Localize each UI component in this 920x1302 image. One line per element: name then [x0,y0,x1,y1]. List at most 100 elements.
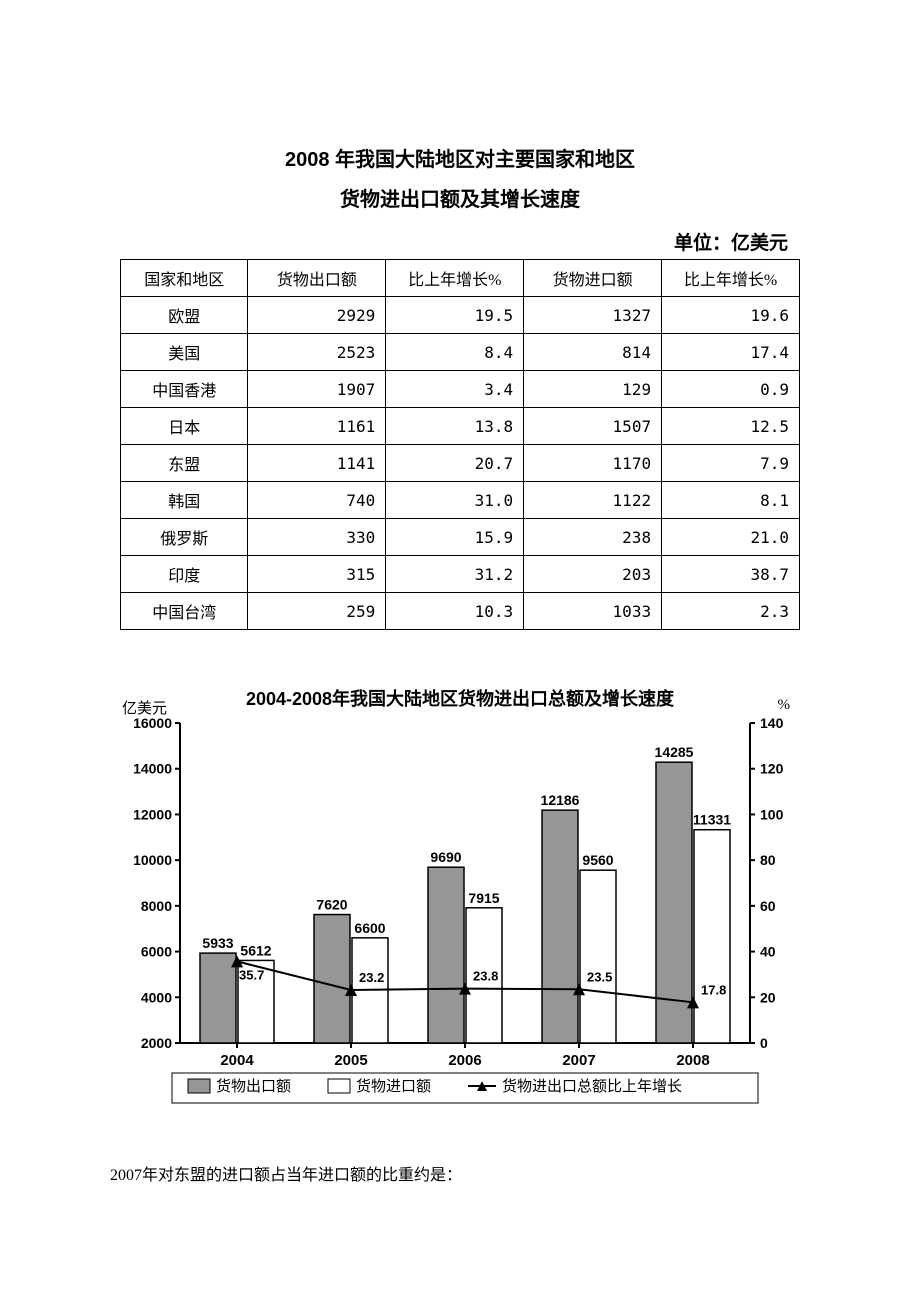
cell-value: 20.7 [386,445,524,482]
table-row: 印度31531.220338.7 [121,556,800,593]
table-row: 美国25238.481417.4 [121,334,800,371]
cell-value: 315 [248,556,386,593]
svg-text:货物进出口总额比上年增长: 货物进出口总额比上年增长 [502,1078,682,1095]
cell-region: 中国香港 [121,371,248,408]
col-import-growth: 比上年增长% [662,260,800,297]
table-row: 韩国74031.011228.1 [121,482,800,519]
chart-container: 亿美元 2004-2008年我国大陆地区货物进出口总额及增长速度 % 2000 4… [110,685,810,1133]
table-row: 日本116113.8150712.5 [121,408,800,445]
svg-text:10000: 10000 [133,852,172,868]
table-row: 中国香港19073.41290.9 [121,371,800,408]
cell-value: 330 [248,519,386,556]
cell-value: 19.6 [662,297,800,334]
svg-text:6000: 6000 [141,944,172,960]
chart-left-unit: 亿美元 [122,697,167,718]
cell-value: 2.3 [662,593,800,630]
svg-text:40: 40 [760,944,776,960]
svg-text:23.5: 23.5 [587,969,612,984]
cell-value: 1327 [524,297,662,334]
cell-value: 1033 [524,593,662,630]
svg-text:12000: 12000 [133,806,172,822]
cell-value: 10.3 [386,593,524,630]
cell-value: 17.4 [662,334,800,371]
cell-region: 日本 [121,408,248,445]
svg-text:14000: 14000 [133,761,172,777]
svg-text:货物进口额: 货物进口额 [356,1078,431,1095]
svg-text:23.2: 23.2 [359,970,384,985]
svg-text:11331: 11331 [693,812,731,828]
cell-value: 2929 [248,297,386,334]
svg-text:8000: 8000 [141,898,172,914]
cell-value: 12.5 [662,408,800,445]
document-title: 2008 年我国大陆地区对主要国家和地区 货物进出口额及其增长速度 [110,140,810,220]
svg-text:9690: 9690 [430,849,461,865]
cell-value: 31.2 [386,556,524,593]
combo-chart: 2000400060008000100001200014000160000204… [110,713,810,1133]
cell-value: 740 [248,482,386,519]
svg-text:7915: 7915 [468,890,499,906]
trade-table: 国家和地区 货物出口额 比上年增长% 货物进口额 比上年增长% 欧盟292919… [120,259,800,630]
svg-text:2004: 2004 [220,1052,254,1069]
col-export-growth: 比上年增长% [386,260,524,297]
col-region: 国家和地区 [121,260,248,297]
cell-value: 7.9 [662,445,800,482]
chart-title: 2004-2008年我国大陆地区货物进出口总额及增长速度 [246,689,674,709]
cell-value: 129 [524,371,662,408]
cell-value: 1141 [248,445,386,482]
table-unit: 单位：亿美元 [110,228,788,255]
cell-value: 8.4 [386,334,524,371]
table-row: 欧盟292919.5132719.6 [121,297,800,334]
cell-value: 1161 [248,408,386,445]
cell-value: 0.9 [662,371,800,408]
svg-text:2008: 2008 [676,1052,709,1069]
cell-value: 19.5 [386,297,524,334]
svg-text:35.7: 35.7 [239,967,264,982]
cell-value: 1170 [524,445,662,482]
chart-right-unit: % [778,697,791,714]
svg-text:2000: 2000 [141,1035,172,1051]
cell-value: 31.0 [386,482,524,519]
svg-text:140: 140 [760,715,784,731]
svg-text:9560: 9560 [582,852,613,868]
svg-text:货物出口额: 货物出口额 [216,1078,291,1095]
svg-text:20: 20 [760,989,776,1005]
cell-value: 259 [248,593,386,630]
cell-region: 中国台湾 [121,593,248,630]
svg-text:4000: 4000 [141,989,172,1005]
col-import: 货物进口额 [524,260,662,297]
svg-text:120: 120 [760,761,784,777]
cell-value: 15.9 [386,519,524,556]
table-row: 中国台湾25910.310332.3 [121,593,800,630]
svg-text:17.8: 17.8 [701,982,726,997]
svg-text:5933: 5933 [202,935,233,951]
cell-region: 俄罗斯 [121,519,248,556]
cell-value: 1907 [248,371,386,408]
svg-text:2005: 2005 [334,1052,367,1069]
title-line-1: 2008 年我国大陆地区对主要国家和地区 [110,140,810,180]
cell-value: 21.0 [662,519,800,556]
cell-value: 1507 [524,408,662,445]
svg-text:5612: 5612 [240,942,271,958]
table-header-row: 国家和地区 货物出口额 比上年增长% 货物进口额 比上年增长% [121,260,800,297]
cell-region: 韩国 [121,482,248,519]
cell-region: 欧盟 [121,297,248,334]
table-row: 东盟114120.711707.9 [121,445,800,482]
question-text: 2007年对东盟的进口额占当年进口额的比重约是： [110,1161,810,1185]
cell-value: 2523 [248,334,386,371]
cell-region: 印度 [121,556,248,593]
svg-text:23.8: 23.8 [473,969,498,984]
svg-text:80: 80 [760,852,776,868]
cell-region: 东盟 [121,445,248,482]
svg-text:12186: 12186 [541,792,580,808]
cell-value: 38.7 [662,556,800,593]
svg-text:14285: 14285 [655,744,694,760]
svg-text:6600: 6600 [354,920,385,936]
svg-text:100: 100 [760,806,784,822]
cell-value: 8.1 [662,482,800,519]
svg-text:0: 0 [760,1035,768,1051]
cell-value: 203 [524,556,662,593]
cell-value: 3.4 [386,371,524,408]
cell-value: 1122 [524,482,662,519]
svg-text:7620: 7620 [316,897,347,913]
cell-value: 238 [524,519,662,556]
